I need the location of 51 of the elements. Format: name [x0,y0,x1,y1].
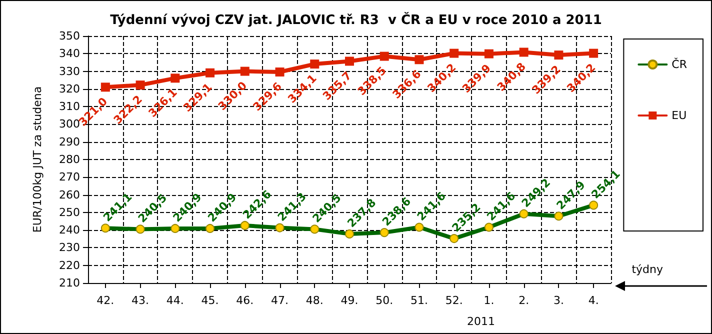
y-tick-label: 340 [59,47,80,60]
chart-title: Týdenní vývoj CZV jat. JALOVIC tř. R3 v ČR a EU v roce 2010 a 2011 [110,11,602,28]
y-tick-label: 260 [59,188,80,202]
y-tick-label: 320 [59,82,80,96]
x-tick-label: 2. [518,294,530,307]
point [170,74,180,83]
text: 2011 [467,315,495,328]
y-tick-label: 240 [59,224,80,237]
point [275,67,284,76]
x-tick-label: 52. [445,294,463,307]
x-tick-label: 48. [306,294,324,307]
y-tick-label: 310 [59,100,80,114]
x-tick-label: 42. [96,294,114,307]
text: týdny [632,263,664,276]
point [345,56,354,66]
y-tick-label: 280 [59,153,80,166]
legend-label: ČR [672,57,688,71]
x-tick-label: 47. [271,294,289,307]
point [380,52,389,61]
point [554,50,564,60]
point [450,48,459,58]
y-axis-title: EUR/100kg JUT za studena [31,86,44,233]
point [100,82,110,92]
point [589,48,598,58]
x-tick-label: 4. [588,294,599,307]
x-tick-label: 1. [484,294,494,307]
y-tick-label: 300 [59,118,80,131]
y-tick-label: 330 [59,64,80,78]
x-tick-label: 44. [166,294,184,307]
point [240,66,250,76]
y-tick-label: 210 [59,276,80,290]
x-tick-label: 50. [376,294,394,307]
point [136,80,145,90]
x-tick-label: 51. [410,294,428,307]
y-tick-label: 290 [59,135,80,148]
legend-label: EU [672,109,687,122]
x-tick-label: 43. [132,294,150,307]
point [484,49,494,58]
y-tick-label: 220 [59,258,80,272]
point [519,48,528,57]
point [414,55,424,64]
x-tick-label: 3. [553,294,564,307]
y-tick-label: 250 [59,206,80,219]
point [310,60,320,69]
y-tick-label: 350 [59,30,80,42]
y-tick-label: 230 [59,241,80,254]
point [206,68,215,78]
y-tick-label: 270 [59,170,80,184]
x-tick-label: 46. [236,294,254,307]
x-tick-label: 49. [340,294,358,307]
x-tick-label: 45. [201,294,219,307]
